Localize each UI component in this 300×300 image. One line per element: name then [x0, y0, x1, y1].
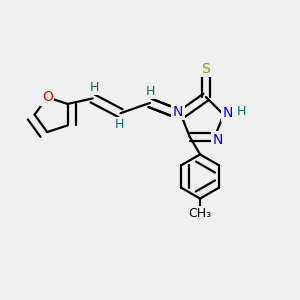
Text: CH₃: CH₃	[188, 207, 212, 220]
Text: H: H	[237, 105, 246, 118]
Text: H: H	[145, 85, 155, 98]
Text: S: S	[202, 62, 210, 76]
Text: N: N	[223, 106, 233, 120]
Text: O: O	[42, 90, 52, 104]
Text: H: H	[89, 81, 99, 94]
Text: N: N	[212, 133, 223, 147]
Text: H: H	[114, 118, 124, 131]
Text: N: N	[173, 105, 183, 119]
